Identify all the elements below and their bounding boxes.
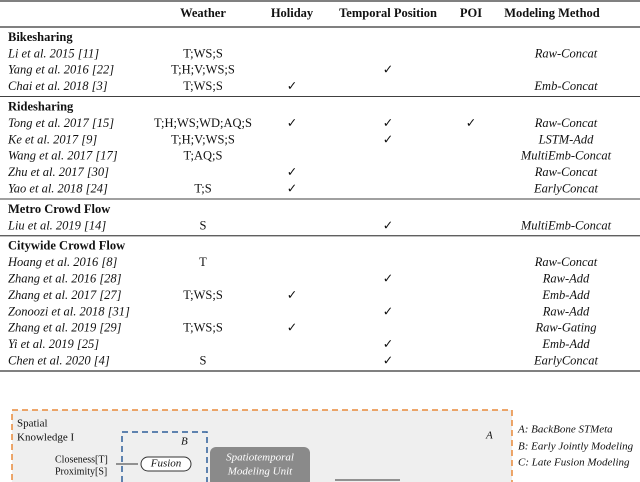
ref-cell: Chai et al. 2018 [3] bbox=[8, 79, 108, 93]
holiday-cell: ✓ bbox=[287, 288, 297, 302]
fusion-box bbox=[140, 456, 192, 472]
diagram-text: B bbox=[181, 436, 188, 448]
temporal-cell: ✓ bbox=[383, 304, 393, 318]
holiday-cell: ✓ bbox=[287, 181, 297, 195]
temporal-cell: ✓ bbox=[383, 271, 393, 285]
temporal-cell: ✓ bbox=[383, 337, 393, 351]
diagram-text: Modeling Unit bbox=[227, 466, 293, 478]
method-cell: Raw-Gating bbox=[534, 321, 596, 335]
col-header: Holiday bbox=[271, 6, 314, 20]
col-header: Weather bbox=[180, 6, 226, 20]
section-title: Ridesharing bbox=[8, 99, 74, 113]
weather-cell: T;H;WS;WD;AQ;S bbox=[154, 116, 252, 130]
method-cell: MultiEmb-Concat bbox=[520, 149, 612, 163]
diagram: Spatial Knowledge I A B Closeness[T] Pro… bbox=[11, 409, 634, 482]
method-cell: Raw-Concat bbox=[534, 165, 598, 179]
ref-cell: Liu et al. 2019 [14] bbox=[7, 218, 106, 232]
weather-cell: T;S bbox=[194, 181, 211, 195]
diagram-text: Closeness[T] bbox=[55, 454, 108, 465]
ref-cell: Zhang et al. 2019 [29] bbox=[8, 321, 122, 335]
holiday-cell: ✓ bbox=[287, 79, 297, 93]
diagram-text: Knowledge I bbox=[17, 432, 74, 444]
ref-cell: Li et al. 2015 [11] bbox=[7, 46, 99, 60]
legend-text: A: BackBone STMeta bbox=[517, 424, 613, 436]
method-cell: EarlyConcat bbox=[533, 181, 598, 195]
method-cell: LSTM-Add bbox=[538, 132, 595, 146]
method-cell: Emb-Concat bbox=[533, 79, 598, 93]
holiday-cell: ✓ bbox=[287, 321, 297, 335]
weather-cell: S bbox=[200, 353, 207, 367]
ref-cell: Zhu et al. 2017 [30] bbox=[8, 165, 109, 179]
method-cell: Emb-Add bbox=[541, 288, 590, 302]
weather-cell: T;WS;S bbox=[183, 321, 223, 335]
temporal-cell: ✓ bbox=[383, 218, 393, 232]
ref-cell: Ke et al. 2017 [9] bbox=[7, 132, 97, 146]
frame-b bbox=[121, 431, 208, 482]
weather-cell: T;H;V;WS;S bbox=[171, 63, 235, 77]
section-title: Citywide Crowd Flow bbox=[8, 239, 125, 253]
section-title: Metro Crowd Flow bbox=[8, 202, 110, 216]
weather-cell: T;WS;S bbox=[183, 46, 223, 60]
temporal-cell: ✓ bbox=[383, 353, 393, 367]
diagram-text: Fusion bbox=[150, 458, 182, 470]
ref-cell: Hoang et al. 2016 [8] bbox=[7, 255, 118, 269]
method-cell: Raw-Add bbox=[542, 304, 590, 318]
col-header: Modeling Method bbox=[504, 6, 600, 20]
diagram-text: Spatial bbox=[17, 418, 48, 430]
ref-cell: Zhang et al. 2016 [28] bbox=[8, 271, 122, 285]
weather-cell: T;WS;S bbox=[183, 288, 223, 302]
weather-cell: T;WS;S bbox=[183, 79, 223, 93]
col-header: POI bbox=[460, 6, 482, 20]
holiday-cell: ✓ bbox=[287, 116, 297, 130]
ref-cell: Tong et al. 2017 [15] bbox=[8, 116, 114, 130]
method-cell: Raw-Add bbox=[542, 271, 590, 285]
ref-cell: Zhang et al. 2017 [27] bbox=[8, 288, 122, 302]
method-cell: EarlyConcat bbox=[533, 353, 598, 367]
temporal-cell: ✓ bbox=[383, 116, 393, 130]
temporal-cell: ✓ bbox=[383, 63, 393, 77]
weather-cell: T bbox=[199, 255, 207, 269]
method-cell: Raw-Concat bbox=[534, 255, 598, 269]
col-header: Temporal Position bbox=[339, 6, 437, 20]
method-cell: MultiEmb-Concat bbox=[520, 218, 612, 232]
unit-box bbox=[210, 447, 310, 482]
diagram-text: Spatiotemporal bbox=[226, 452, 294, 464]
ref-cell: Wang et al. 2017 [17] bbox=[8, 149, 118, 163]
ref-cell: Chen et al. 2020 [4] bbox=[8, 353, 110, 367]
ref-cell: Yao et al. 2018 [24] bbox=[8, 181, 108, 195]
weather-cell: S bbox=[200, 218, 207, 232]
weather-cell: T;AQ;S bbox=[184, 149, 223, 163]
ref-cell: Yi et al. 2019 [25] bbox=[8, 337, 99, 351]
poi-cell: ✓ bbox=[466, 116, 476, 130]
method-cell: Raw-Concat bbox=[534, 46, 598, 60]
section-title: Bikesharing bbox=[8, 30, 73, 44]
diagram-text: A bbox=[485, 430, 493, 442]
table-body: Bikesharing Li et al. 2015 [11] T;WS;S Raw-… bbox=[0, 30, 640, 372]
method-cell: Raw-Concat bbox=[534, 116, 598, 130]
ref-cell: Zonoozi et al. 2018 [31] bbox=[8, 304, 130, 318]
holiday-cell: ✓ bbox=[287, 165, 297, 179]
legend-text: C: Late Fusion Modeling bbox=[518, 457, 630, 469]
legend-text: B: Early Jointly Modeling bbox=[518, 441, 634, 453]
weather-cell: T;H;V;WS;S bbox=[171, 132, 235, 146]
temporal-cell: ✓ bbox=[383, 132, 393, 146]
diagram-text: Proximity[S] bbox=[55, 466, 107, 477]
method-cell: Emb-Add bbox=[541, 337, 590, 351]
ref-cell: Yang et al. 2016 [22] bbox=[8, 63, 114, 77]
